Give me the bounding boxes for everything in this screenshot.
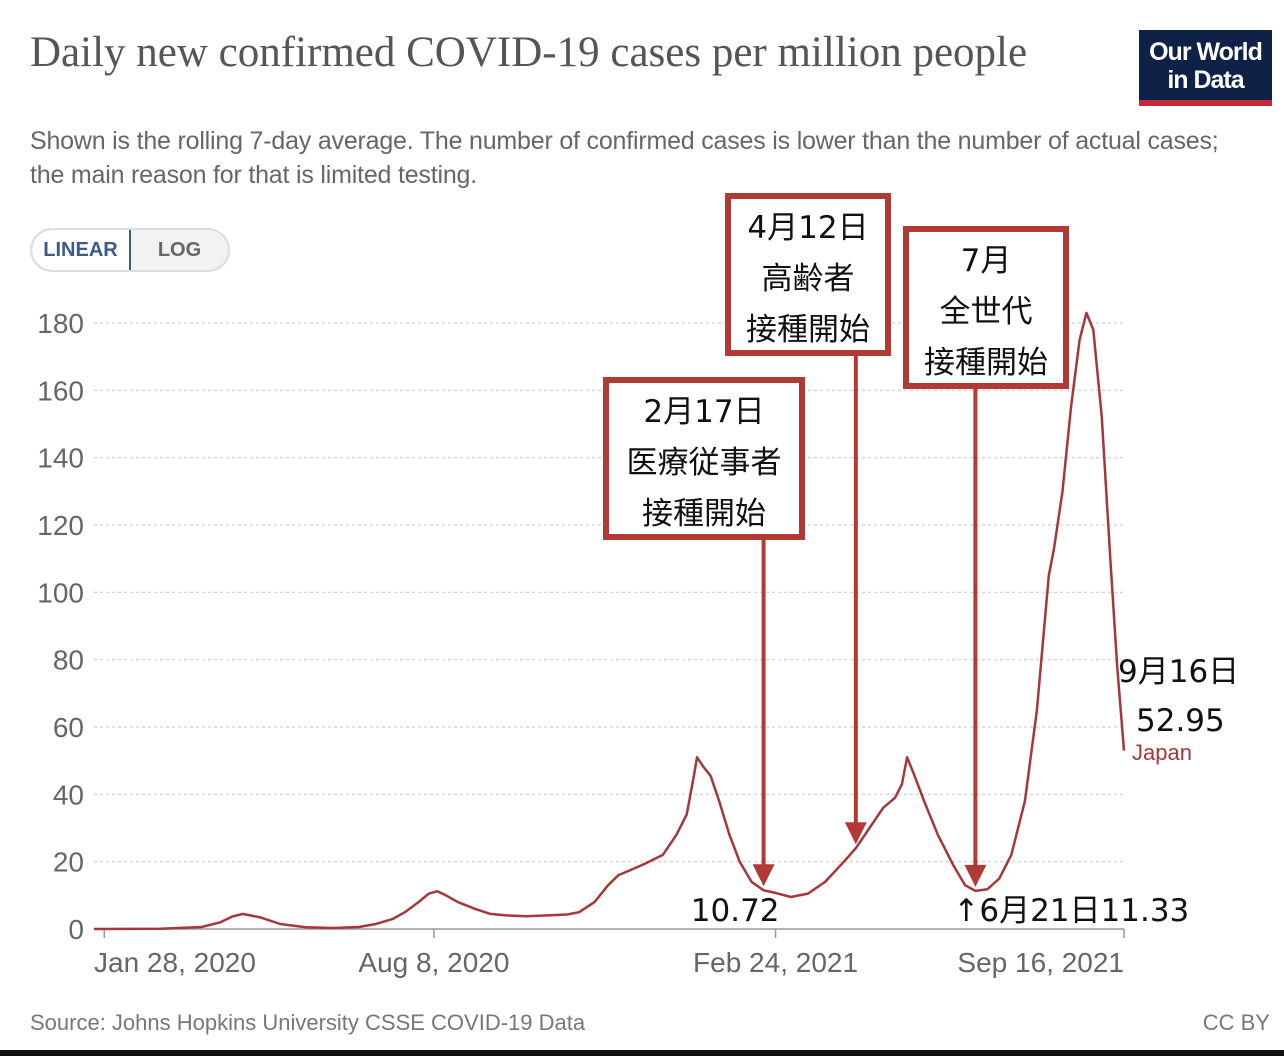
y-tick-label: 140 [37, 443, 84, 474]
bottom-border [0, 1050, 1284, 1056]
annotation-text: 7月 [961, 243, 1012, 279]
annotation-text: 医療従事者 [627, 445, 782, 481]
y-tick-label: 20 [53, 847, 84, 878]
log-scale-button[interactable]: LOG [157, 238, 202, 261]
x-tick-label: Aug 8, 2020 [358, 947, 509, 978]
source-note: Source: Johns Hopkins University CSSE CO… [30, 1010, 586, 1035]
x-tick-label: Sep 16, 2021 [957, 947, 1124, 978]
x-tick-label: Feb 24, 2021 [693, 947, 858, 978]
logo-line-1: Our World [1149, 38, 1263, 66]
annotation-arrowhead [964, 864, 987, 887]
annotation-text: 2月17日 [643, 394, 764, 430]
annotation-arrowhead [844, 822, 867, 845]
x-tick-label: Jan 28, 2020 [94, 947, 256, 978]
owid-logo[interactable]: Our World in Data [1139, 30, 1272, 106]
y-tick-label: 160 [37, 375, 84, 406]
annotation-text: 4月12日 [747, 210, 868, 246]
chart-subtitle: Shown is the rolling 7-day average. The … [30, 127, 1219, 189]
logo-line-2: in Data [1167, 66, 1244, 94]
y-tick-label: 60 [53, 712, 84, 743]
scale-toggle: LINEAR LOG [30, 228, 230, 272]
annotation-text: 接種開始 [642, 496, 766, 532]
y-tick-label: 80 [53, 645, 84, 676]
annotation-text: 高齢者 [762, 261, 855, 297]
annotation-box [903, 226, 1069, 389]
license-link[interactable]: CC BY [1202, 1010, 1270, 1035]
y-tick-label: 180 [37, 308, 84, 339]
value-label-sep16-date: 9月16日 [1118, 654, 1239, 690]
series-line-japan [93, 311, 1126, 931]
annotation-text: 接種開始 [746, 312, 870, 348]
y-tick-label: 100 [37, 577, 84, 608]
annotation-text: 接種開始 [924, 345, 1048, 381]
annotation-arrowhead [752, 864, 775, 887]
series-label-japan: Japan [1132, 740, 1192, 765]
linear-scale-button[interactable]: LINEAR [32, 230, 131, 270]
y-tick-label: 120 [37, 510, 84, 541]
chart-title: Daily new confirmed COVID-19 cases per m… [30, 29, 1028, 76]
value-label-jun21: ↑6月21日11.33 [953, 893, 1189, 929]
value-label-feb24: 10.72 [691, 893, 780, 929]
line-chart: 0 20 40 60 80 100 120 140 160 180 Jan 28, 2020 Aug … [37, 193, 1239, 978]
annotation-box [725, 193, 891, 356]
value-label-sep16-value: 52.95 [1136, 703, 1225, 739]
y-tick-label: 40 [53, 779, 84, 810]
annotation-text: 全世代 [940, 294, 1033, 330]
y-tick-label: 0 [68, 914, 84, 945]
annotation-box [603, 377, 805, 540]
